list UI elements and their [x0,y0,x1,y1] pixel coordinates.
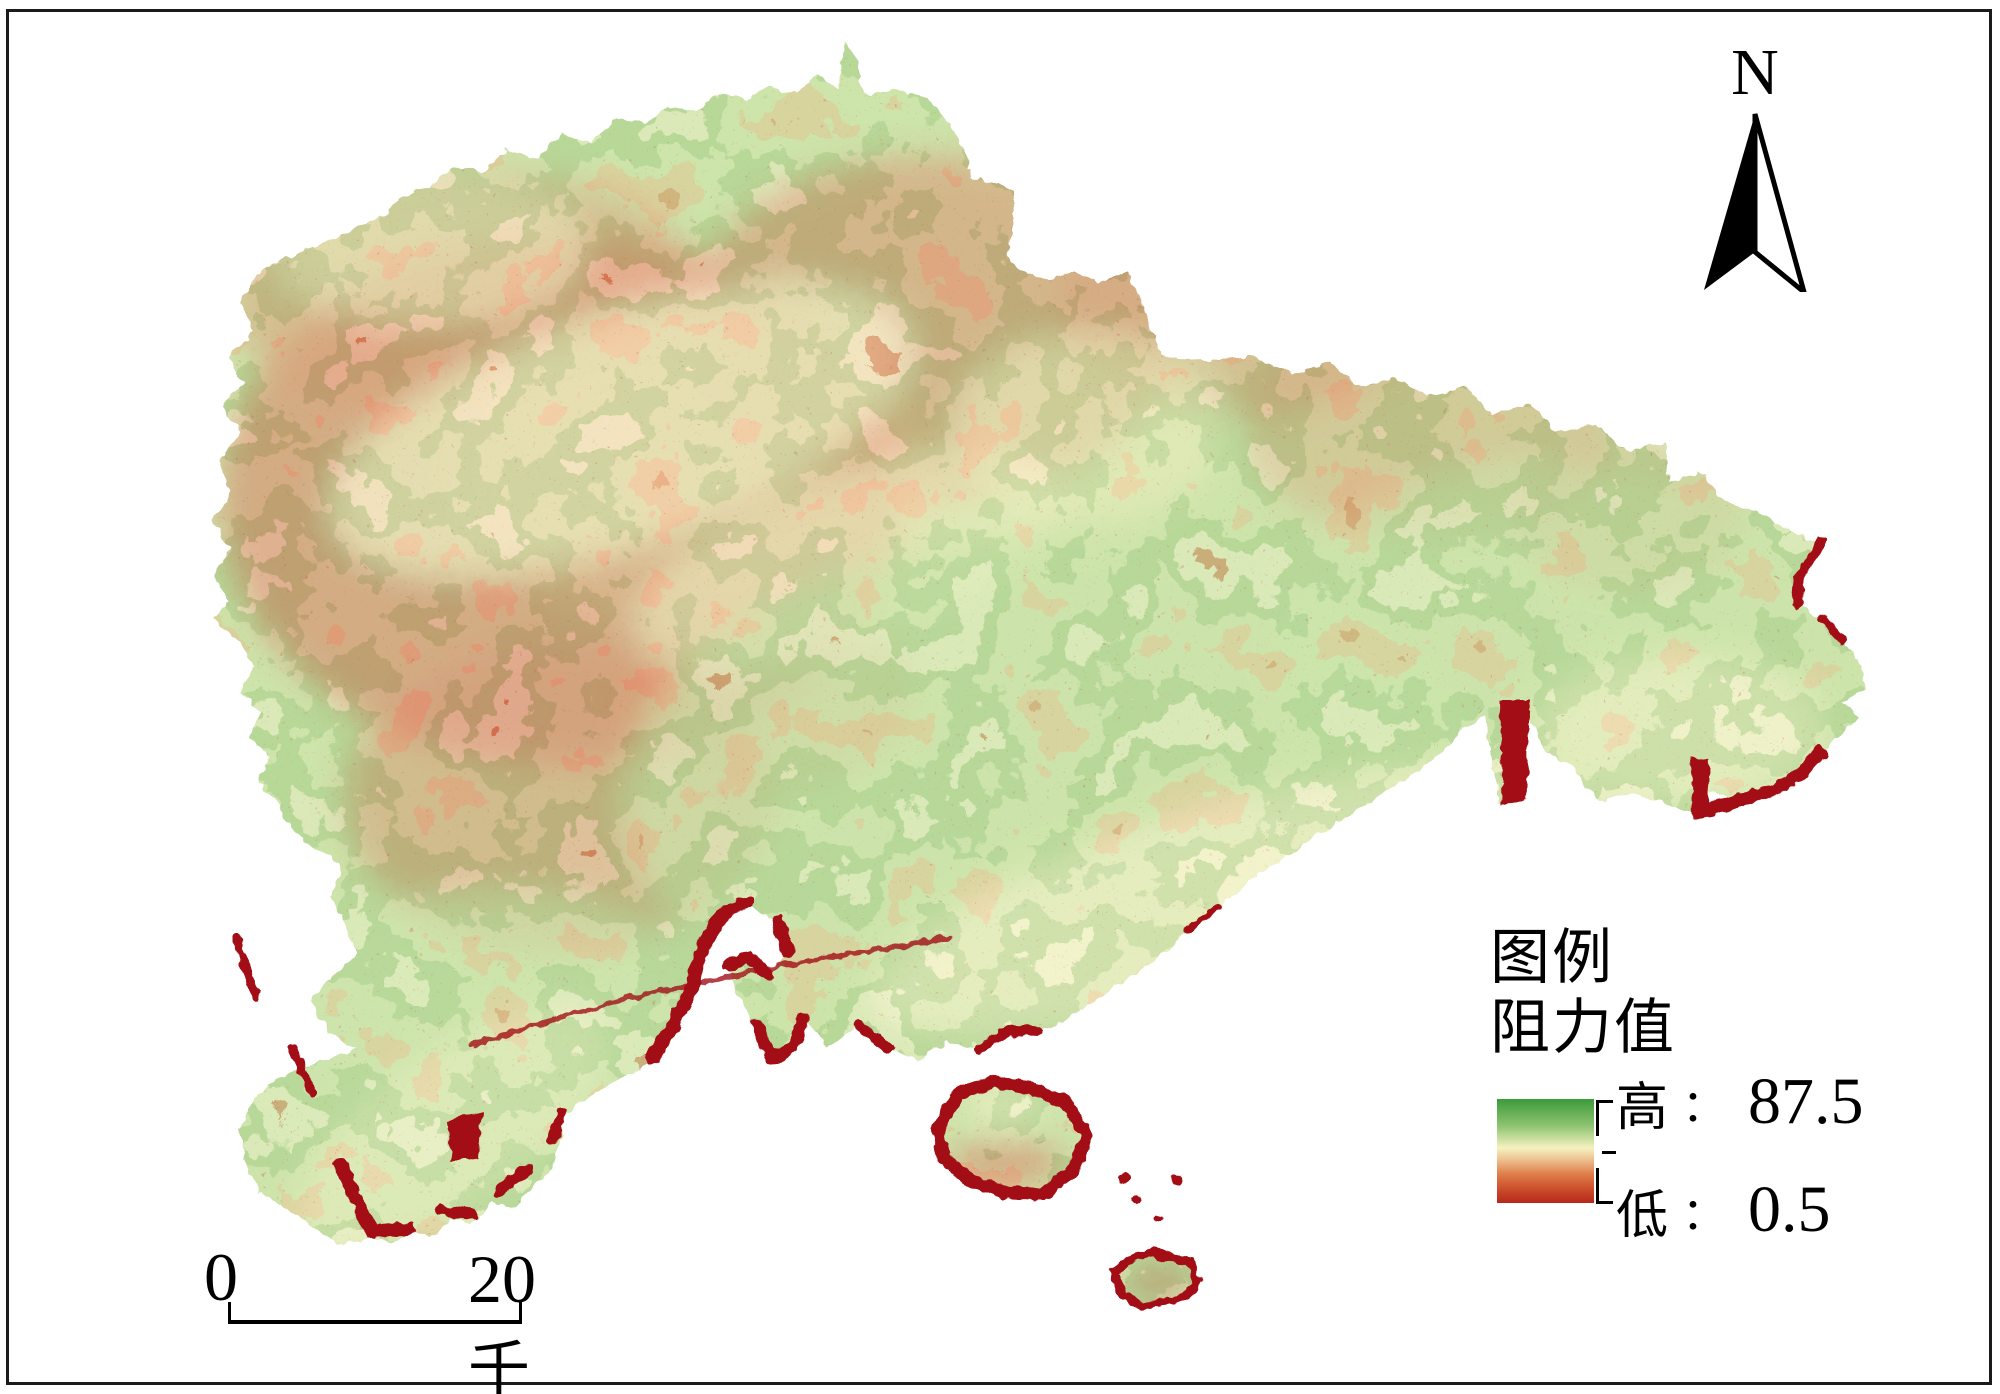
scale-bar-distance-number: 20 [468,1241,536,1317]
scale-bar-zero: 0 [204,1239,238,1315]
north-arrow-icon [1704,113,1807,292]
map-frame-border [6,9,1992,1385]
legend-tick-low [1596,1201,1613,1204]
legend-tick-mid [1602,1151,1616,1154]
coastline-urban-strips [232,537,1847,1239]
legend-gradient-bar [1497,1099,1594,1203]
legend-tick-line-bottom [1596,1168,1599,1204]
scale-bar-bracket [228,1302,522,1324]
legend: 图例 阻力值 高 ： 87.5 低 ： 0.5 [1490,924,1960,1246]
legend-high-value: 87.5 [1748,1065,1864,1138]
legend-high-colon: ： [1682,1082,1727,1131]
legend-low-colon: ： [1682,1190,1727,1239]
legend-subtitle: 阻力值 [1490,994,1676,1061]
legend-low-value: 0.5 [1748,1173,1831,1246]
legend-tick-high [1596,1100,1613,1103]
legend-high-row: 高 ： 87.5 [1616,1065,1864,1138]
legend-tick-line-top [1596,1100,1599,1136]
legend-low-label: 低 [1616,1187,1669,1245]
legend-high-label: 高 [1616,1079,1669,1137]
scale-bar-distance: 20 千米 [468,1240,536,1394]
coastal-red-blocks [448,700,1710,1162]
scale-bar-distance-unit: 千米 [468,1337,531,1394]
island-outlines [931,1075,1201,1310]
north-label: N [1731,36,1779,109]
legend-title: 图例 [1490,925,1614,991]
legend-low-row: 低 ： 0.5 [1616,1173,1831,1246]
north-arrow: N [1700,40,1810,292]
